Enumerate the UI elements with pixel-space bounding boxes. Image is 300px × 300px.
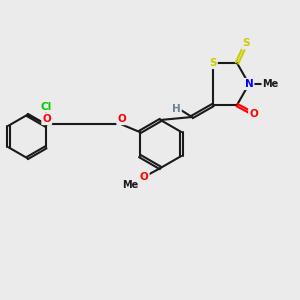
Text: O: O — [42, 114, 51, 124]
Text: Cl: Cl — [40, 102, 52, 112]
Text: H: H — [172, 104, 181, 115]
Text: S: S — [242, 38, 250, 49]
Text: O: O — [123, 179, 132, 190]
Text: Me: Me — [262, 79, 279, 89]
Text: O: O — [140, 172, 148, 182]
Text: N: N — [244, 79, 253, 89]
Text: O: O — [117, 114, 126, 124]
Text: S: S — [209, 58, 217, 68]
Text: O: O — [140, 172, 148, 182]
Text: Me: Me — [122, 179, 139, 190]
Text: O: O — [249, 109, 258, 119]
